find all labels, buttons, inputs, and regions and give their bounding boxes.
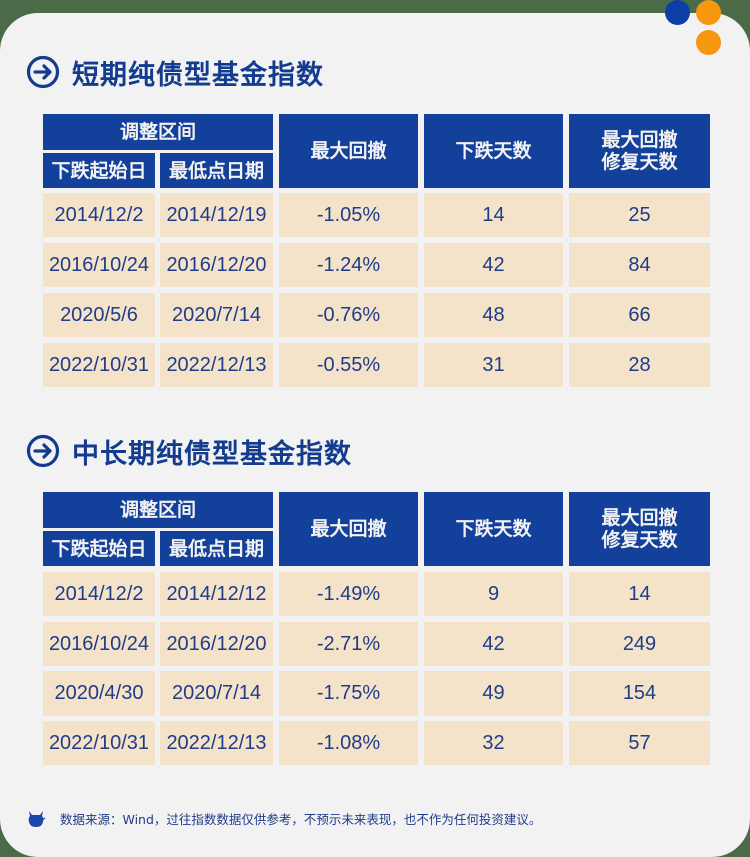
cell-recovery: 66 [569, 293, 710, 337]
cell-start: 2014/12/2 [43, 193, 155, 237]
cell-low: 2020/7/14 [160, 671, 273, 716]
cell-days: 49 [424, 671, 563, 716]
header-max-drawdown: 最大回撤 [279, 492, 418, 566]
header-low-date: 最低点日期 [160, 153, 273, 188]
footer-disclaimer: 数据来源：Wind，过往指数数据仅供参考，不预示未来表现，也不作为任何投资建议。 [26, 808, 541, 828]
cell-start: 2022/10/31 [43, 721, 155, 765]
header-adjust-period: 调整区间 [43, 492, 273, 528]
cell-recovery: 84 [569, 243, 710, 287]
cell-start: 2022/10/31 [43, 343, 155, 387]
cell-drawdown: -0.55% [279, 343, 418, 387]
header-low-date: 最低点日期 [160, 531, 273, 566]
cell-days: 14 [424, 193, 563, 237]
header-start-date: 下跌起始日 [43, 153, 155, 188]
cell-drawdown: -0.76% [279, 293, 418, 337]
cell-low: 2014/12/19 [160, 193, 273, 237]
cell-drawdown: -1.75% [279, 671, 418, 716]
cell-days: 32 [424, 721, 563, 765]
section-title-text: 短期纯债型基金指数 [72, 59, 324, 91]
cell-low: 2020/7/14 [160, 293, 273, 337]
cell-start: 2016/10/24 [43, 622, 155, 666]
cell-recovery: 28 [569, 343, 710, 387]
cell-days: 48 [424, 293, 563, 337]
header-recovery-line2: 修复天数 [601, 151, 678, 173]
header-max-drawdown: 最大回撤 [279, 114, 418, 188]
cell-low: 2016/12/20 [160, 243, 273, 287]
header-recovery-line1: 最大回撤 [601, 507, 678, 529]
decor-dot-orange [696, 30, 721, 55]
arrow-right-circle-icon [26, 55, 60, 89]
cell-days: 42 [424, 243, 563, 287]
cell-recovery: 249 [569, 622, 710, 666]
header-recovery-line1: 最大回撤 [601, 129, 678, 151]
section-title-short-term: 短期纯债型基金指数 [26, 52, 324, 92]
header-recovery-days: 最大回撤 修复天数 [569, 492, 710, 566]
cell-days: 42 [424, 622, 563, 666]
cell-recovery: 154 [569, 671, 710, 716]
footer-text: 数据来源：Wind，过往指数数据仅供参考，不预示未来表现，也不作为任何投资建议。 [60, 811, 542, 827]
cell-start: 2020/4/30 [43, 671, 155, 716]
section-title-text: 中长期纯债型基金指数 [72, 438, 352, 470]
cell-start: 2020/5/6 [43, 293, 155, 337]
cell-recovery: 25 [569, 193, 710, 237]
header-adjust-period: 调整区间 [43, 114, 273, 150]
header-decline-days: 下跌天数 [424, 114, 563, 188]
header-recovery-days: 最大回撤 修复天数 [569, 114, 710, 188]
cell-drawdown: -1.24% [279, 243, 418, 287]
cell-low: 2016/12/20 [160, 622, 273, 666]
cell-drawdown: -1.05% [279, 193, 418, 237]
cell-low: 2022/12/13 [160, 721, 273, 765]
cell-days: 9 [424, 572, 563, 616]
cell-drawdown: -2.71% [279, 622, 418, 666]
cell-low: 2014/12/12 [160, 572, 273, 616]
cell-days: 31 [424, 343, 563, 387]
cell-recovery: 14 [569, 572, 710, 616]
section-title-mid-long-term: 中长期纯债型基金指数 [26, 431, 352, 471]
cell-start: 2014/12/2 [43, 572, 155, 616]
cell-recovery: 57 [569, 721, 710, 765]
cell-start: 2016/10/24 [43, 243, 155, 287]
cell-drawdown: -1.08% [279, 721, 418, 765]
cell-low: 2022/12/13 [160, 343, 273, 387]
header-decline-days: 下跌天数 [424, 492, 563, 566]
header-recovery-line2: 修复天数 [601, 529, 678, 551]
bull-icon [28, 811, 46, 827]
decor-dot-blue [665, 0, 690, 25]
cell-drawdown: -1.49% [279, 572, 418, 616]
decor-dot-orange [696, 0, 721, 25]
header-start-date: 下跌起始日 [43, 531, 155, 566]
arrow-right-circle-icon [26, 434, 60, 468]
